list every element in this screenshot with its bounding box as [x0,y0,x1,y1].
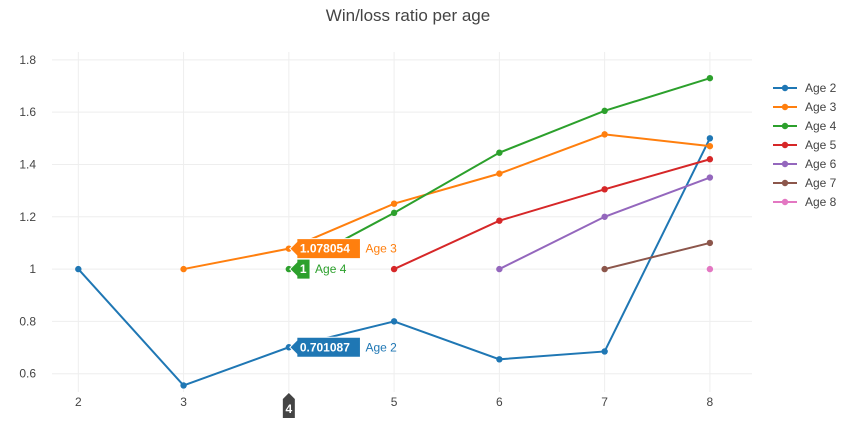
x-tick-label: 5 [391,395,398,409]
hover-series-name: Age 4 [315,262,347,276]
data-point-age-4[interactable] [390,209,398,217]
data-point-age-5[interactable] [496,217,503,224]
x-tick-label: 6 [496,395,503,409]
legend-marker [781,122,789,130]
legend-item-age-5[interactable]: Age 5 [773,138,837,152]
data-point-age-4[interactable] [496,149,503,156]
series-line-age-3[interactable] [183,133,711,271]
data-point-age-5[interactable] [706,156,714,163]
legend-label: Age 7 [805,176,837,190]
legend-item-age-4[interactable]: Age 4 [773,119,837,133]
y-tick-label: 0.8 [19,314,36,328]
legend-marker [781,179,789,187]
legend-item-age-3[interactable]: Age 3 [773,100,837,114]
y-tick-label: 1.8 [19,53,36,67]
legend-item-age-6[interactable]: Age 6 [773,157,837,171]
hover-box [289,258,311,280]
data-point-age-4[interactable] [706,74,714,82]
data-point-age-6[interactable] [601,213,608,220]
hover-box [289,336,361,358]
series-line-age-7[interactable] [604,241,711,271]
legend-item-age-2[interactable]: Age 2 [773,81,837,95]
hover-series-name: Age 3 [365,242,397,256]
data-point-age-4[interactable] [601,107,608,115]
x-tick-label: 7 [601,395,608,409]
data-point-age-3[interactable] [285,245,293,252]
x-tick-label: 2 [75,395,82,409]
legend-marker [781,198,789,206]
hover-value: 1.078054 [300,242,350,256]
hover-labels: 1.078054 Age 3 1 Age 4 0.701087 Age 2 4 [282,238,397,418]
legend-item-age-7[interactable]: Age 7 [773,176,837,190]
data-point-age-3[interactable] [390,200,398,207]
data-point-age-3[interactable] [180,265,187,273]
chart-title: Win/loss ratio per age [326,6,490,25]
legend-label: Age 8 [805,195,837,209]
data-point-age-2[interactable] [390,318,398,325]
data-point-age-4[interactable] [285,265,293,273]
legend-marker [781,160,789,168]
data-point-age-7[interactable] [706,239,714,247]
x-tick-label: 3 [180,395,187,409]
data-point-age-2[interactable] [180,382,187,389]
legend-label: Age 3 [805,100,837,114]
data-point-age-6[interactable] [706,174,714,181]
legend-label: Age 6 [805,157,837,171]
y-tick-label: 1.2 [19,210,36,224]
grid [52,52,752,392]
legend-marker [781,103,789,111]
legend-label: Age 2 [805,81,837,95]
hover-x-box [282,393,295,418]
y-tick-label: 0.6 [19,367,36,381]
legend-label: Age 4 [805,119,837,133]
y-tick-label: 1 [29,262,36,276]
data-point-age-2[interactable] [601,348,608,355]
hover-value: 0.701087 [300,340,350,354]
legend-item-age-8[interactable]: Age 8 [773,195,837,209]
data-point-age-3[interactable] [496,170,503,177]
legend-label: Age 5 [805,138,837,152]
data-point-age-3[interactable] [601,131,608,138]
data-point-age-2[interactable] [496,356,503,363]
legend-marker [781,141,789,149]
data-point-age-5[interactable] [390,265,398,273]
x-tick-label: 8 [707,395,714,409]
plot-series[interactable] [75,74,714,389]
data-point-age-2[interactable] [75,265,82,273]
hover-box [289,238,361,260]
legend-marker [781,84,789,92]
y-tick-label: 1.4 [19,157,36,171]
data-point-age-7[interactable] [601,265,608,273]
data-point-age-8[interactable] [706,265,714,273]
hover-x-label: 4 [285,402,292,416]
hover-series-name: Age 2 [365,340,397,354]
data-point-age-5[interactable] [601,186,608,193]
legend[interactable]: Age 2 Age 3 Age 4 Age 5 Age 6 Age 7 Age 8 [773,81,837,209]
series-line-age-5[interactable] [393,158,711,270]
data-point-age-3[interactable] [706,142,714,150]
data-point-age-2[interactable] [706,135,714,142]
hover-value: 1 [300,262,307,276]
data-point-age-2[interactable] [285,344,293,351]
axes: 2 3 5 6 7 8 0.6 0.8 1 1.2 1.4 1.6 1.8 [19,53,713,409]
data-point-age-6[interactable] [496,265,503,273]
y-tick-label: 1.6 [19,105,36,119]
